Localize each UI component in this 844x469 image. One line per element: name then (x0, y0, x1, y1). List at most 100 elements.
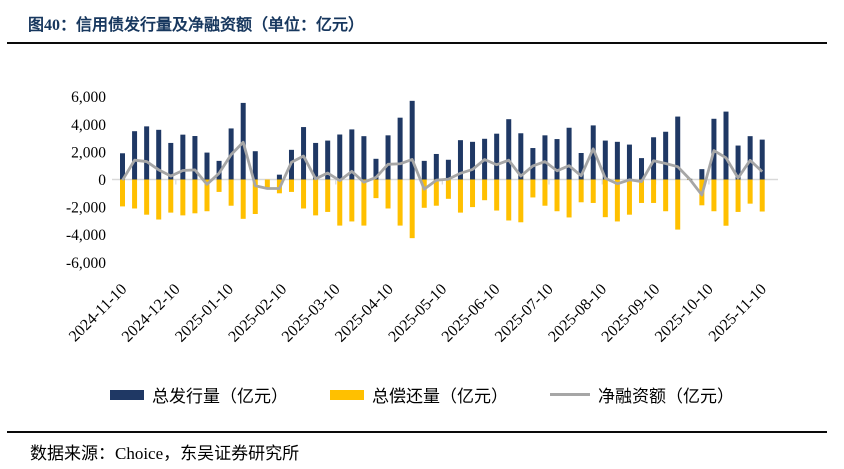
repayment-bar (204, 179, 210, 212)
issuance-bar (723, 111, 729, 180)
repayment-bar (482, 179, 488, 201)
repayment-bar (120, 179, 125, 207)
issuance-bar (470, 141, 476, 180)
issuance-bar (216, 160, 222, 180)
net-line-swatch-icon (550, 393, 590, 396)
issuance-bar (397, 117, 403, 180)
issuance-bar (120, 153, 125, 180)
repayment-bar (433, 179, 439, 206)
issuance-bar (759, 139, 765, 180)
repayment-bar (264, 179, 270, 189)
repayment-bar (132, 179, 138, 209)
issuance-bar (457, 140, 463, 180)
issuance-bar (506, 119, 512, 180)
repayment-bar (651, 179, 657, 203)
footer-divider (7, 431, 827, 433)
issuance-bar (663, 131, 669, 180)
y-axis-tick-label: 4,000 (71, 117, 106, 134)
issuance-bar (180, 134, 186, 180)
repayment-bar (385, 179, 391, 209)
legend-item-net: 净融资额（亿元） (550, 382, 734, 407)
figure-title: 图40：信用债发行量及净融资额（单位：亿元） (28, 17, 365, 34)
repayment-bar (144, 179, 150, 215)
repayment-bar (470, 179, 476, 208)
issuance-bar (747, 136, 753, 180)
issuance-bar (518, 133, 524, 180)
issuance-bar (445, 159, 451, 180)
issuance-bar (578, 153, 584, 180)
legend-label-net: 净融资额（亿元） (598, 387, 734, 406)
repayment-bar (723, 179, 729, 226)
repayment-bar (373, 179, 379, 199)
issuance-bar (566, 127, 572, 180)
issuance-bar (433, 153, 439, 180)
y-axis-tick-label: -6,000 (66, 255, 106, 272)
repayment-bar (252, 179, 258, 214)
issuance-bar (325, 140, 331, 180)
repayment-swatch-icon (330, 389, 364, 400)
y-axis-tick-label: -2,000 (66, 200, 106, 217)
issuance-bar (675, 116, 681, 180)
legend-item-repayment: 总偿还量（亿元） (330, 382, 508, 407)
repayment-bar (421, 179, 427, 208)
repayment-bar (518, 179, 524, 223)
repayment-bar (445, 179, 451, 199)
issuance-bar (530, 148, 536, 180)
issuance-bar (168, 142, 174, 180)
legend: 总发行量（亿元） 总偿还量（亿元） 净融资额（亿元） (0, 382, 844, 407)
repayment-bar (180, 179, 186, 216)
issuance-bar (361, 136, 367, 180)
issuance-bar (144, 126, 150, 180)
issuance-bar (373, 158, 379, 180)
repayment-bar (759, 179, 765, 212)
issuance-bar (699, 169, 705, 180)
repayment-bar (228, 179, 234, 206)
issuance-bar (554, 139, 560, 180)
issuance-bar (421, 160, 427, 180)
issuance-bar (301, 127, 307, 180)
issuance-bar (276, 174, 282, 180)
repayment-bar (349, 179, 355, 222)
y-axis-labels: 6,000 4,000 2,000 0 -2,000 -4,000 -6,000 (66, 89, 106, 272)
issuance-bar (639, 158, 645, 180)
y-axis-tick-label: 2,000 (71, 144, 106, 161)
repayment-bar (578, 179, 584, 203)
issuance-bar (156, 129, 162, 180)
issuance-bar (252, 151, 258, 180)
issuance-bar (614, 141, 620, 180)
repayment-bar (361, 179, 367, 226)
repayment-bar (216, 179, 222, 192)
repayment-bar (409, 179, 415, 239)
repayment-bar (325, 179, 331, 212)
repayment-bar (240, 179, 246, 219)
repayment-bar (542, 179, 548, 206)
repayment-bar (301, 179, 307, 209)
legend-item-issuance: 总发行量（亿元） (110, 382, 288, 407)
repayment-bar (288, 179, 294, 192)
x-axis-tick-label: 2025-11-10 (706, 281, 770, 345)
repayment-bar (602, 179, 608, 218)
chart-canvas: 6,000 4,000 2,000 0 -2,000 -4,000 -6,000 2024-1… (66, 89, 778, 346)
legend-label-repayment: 总偿还量（亿元） (372, 387, 508, 406)
repayment-bar (735, 179, 741, 212)
issuance-bar (192, 136, 198, 180)
repayment-bar (614, 179, 620, 222)
y-axis-tick-label: -4,000 (66, 227, 106, 244)
repayment-bar (506, 179, 512, 221)
issuance-bar (735, 145, 741, 180)
issuance-bar (494, 133, 500, 180)
repayment-bar (566, 179, 572, 218)
issuance-bar (204, 152, 210, 180)
issuance-bar (542, 135, 548, 180)
net-financing-line (121, 140, 764, 197)
repayment-bar (168, 179, 174, 213)
repayment-bar (639, 179, 645, 203)
repayment-bar (494, 179, 500, 211)
repayment-bar (313, 179, 319, 216)
y-axis-tick-label: 6,000 (71, 89, 106, 106)
issuance-bar (651, 137, 657, 180)
issuance-bar (626, 144, 632, 180)
repayment-bar (554, 179, 560, 212)
issuance-bar (132, 131, 138, 180)
